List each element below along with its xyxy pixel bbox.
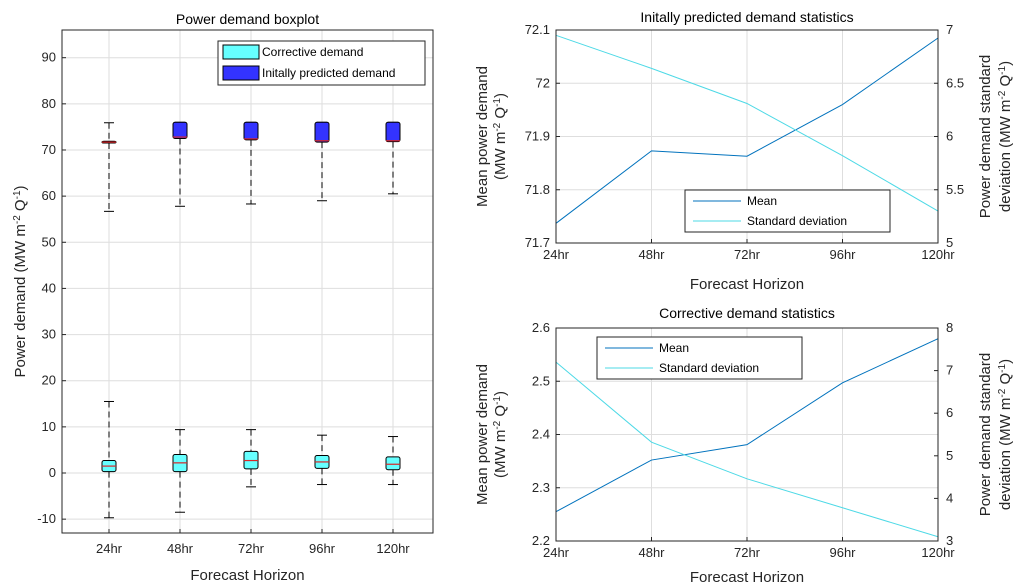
- x-tick-label: 120hr: [376, 541, 410, 556]
- y-left-tick-label: 2.4: [532, 427, 550, 442]
- y-right-tick-label: 6.5: [946, 75, 964, 90]
- y-tick-label: 50: [42, 234, 56, 249]
- y-right-axis-label-line1: Power demand standard: [977, 55, 994, 218]
- x-tick-label: 72hr: [238, 541, 265, 556]
- x-axis-label: Forecast Horizon: [690, 569, 804, 585]
- box-initally-predicted-demand: [243, 121, 259, 141]
- x-tick-label: 120hr: [921, 247, 955, 262]
- y-left-tick-label: 72.1: [525, 22, 550, 37]
- legend-swatch: [222, 44, 260, 60]
- y-right-tick-label: 4: [946, 490, 953, 505]
- y-right-tick-label: 7: [946, 22, 953, 37]
- y-left-axis-label-line1: Mean power demand: [474, 66, 491, 207]
- x-tick-label: 96hr: [829, 247, 856, 262]
- x-tick-label: 72hr: [734, 247, 761, 262]
- y-left-tick-label: 2.2: [532, 533, 550, 548]
- series-line-mean: [555, 338, 939, 513]
- box-initally-predicted-demand: [172, 121, 188, 139]
- box-initally-predicted-demand: [314, 121, 330, 143]
- chart-title: Power demand boxplot: [176, 11, 319, 27]
- plot-area: [62, 30, 433, 533]
- x-tick-label: 24hr: [543, 247, 570, 262]
- x-tick-label: 24hr: [96, 541, 123, 556]
- y-tick-label: -10: [37, 511, 56, 526]
- y-tick-label: 90: [42, 50, 56, 65]
- x-tick-label: 48hr: [638, 247, 665, 262]
- y-right-tick-label: 5: [946, 448, 953, 463]
- y-right-tick-label: 6: [946, 405, 953, 420]
- legend-label: Standard deviation: [747, 214, 847, 228]
- chart-title: Initally predicted demand statistics: [640, 9, 853, 25]
- y-right-axis-label-line2: deviation (MW m-2 Q-1): [997, 359, 1014, 510]
- x-tick-label: 96hr: [829, 545, 856, 560]
- y-tick-label: 80: [42, 96, 56, 111]
- legend-label: Standard deviation: [659, 361, 759, 375]
- chart-title: Corrective demand statistics: [659, 305, 835, 321]
- y-tick-label: 10: [42, 419, 56, 434]
- y-right-axis-label-line2: deviation (MW m-2 Q-1): [997, 61, 1014, 212]
- y-left-axis-label-line1: Mean power demand: [474, 364, 491, 505]
- legend-label: Mean: [659, 341, 689, 355]
- y-tick-label: 60: [42, 188, 56, 203]
- x-tick-label: 48hr: [638, 545, 665, 560]
- y-left-tick-label: 2.3: [532, 480, 550, 495]
- y-tick-label: 20: [42, 373, 56, 388]
- y-axis-label: Power demand (MW m-2 Q-1): [12, 185, 29, 377]
- x-axis-label: Forecast Horizon: [190, 567, 304, 584]
- legend-label: Corrective demand: [262, 45, 363, 59]
- y-tick-label: 0: [49, 465, 56, 480]
- x-tick-label: 96hr: [309, 541, 336, 556]
- legend-box: [596, 336, 803, 380]
- y-left-tick-label: 71.8: [525, 182, 550, 197]
- legend-box: [684, 189, 891, 233]
- y-left-axis-label-line2: (MW m-2 Q-1): [492, 391, 509, 478]
- box-initally-predicted-demand: [385, 121, 401, 143]
- y-left-tick-label: 2.5: [532, 373, 550, 388]
- legend-swatch: [222, 65, 260, 81]
- y-left-tick-label: 71.9: [525, 129, 550, 144]
- y-tick-label: 70: [42, 142, 56, 157]
- y-right-tick-label: 7: [946, 363, 953, 378]
- box-corrective-demand: [385, 456, 401, 471]
- y-right-axis-label-line1: Power demand standard: [977, 353, 994, 516]
- y-left-tick-label: 72: [536, 75, 550, 90]
- y-left-tick-label: 2.6: [532, 320, 550, 335]
- series-line-standard-deviation: [555, 34, 939, 212]
- y-tick-label: 40: [42, 280, 56, 295]
- axes-frame: [61, 29, 434, 534]
- y-right-tick-label: 3: [946, 533, 953, 548]
- x-axis-label: Forecast Horizon: [690, 276, 804, 293]
- y-left-tick-label: 71.7: [525, 235, 550, 250]
- legend-label: Initally predicted demand: [262, 66, 395, 80]
- y-right-tick-label: 5: [946, 235, 953, 250]
- x-tick-label: 72hr: [734, 545, 761, 560]
- x-tick-label: 48hr: [167, 541, 194, 556]
- y-right-tick-label: 8: [946, 320, 953, 335]
- y-right-tick-label: 6: [946, 129, 953, 144]
- y-right-tick-label: 5.5: [946, 182, 964, 197]
- x-tick-label: 120hr: [921, 545, 955, 560]
- y-left-axis-label-line2: (MW m-2 Q-1): [492, 93, 509, 180]
- series-line-mean: [555, 37, 939, 224]
- y-tick-label: 30: [42, 327, 56, 342]
- x-tick-label: 24hr: [543, 545, 570, 560]
- series-line-standard-deviation: [555, 361, 939, 538]
- legend-label: Mean: [747, 194, 777, 208]
